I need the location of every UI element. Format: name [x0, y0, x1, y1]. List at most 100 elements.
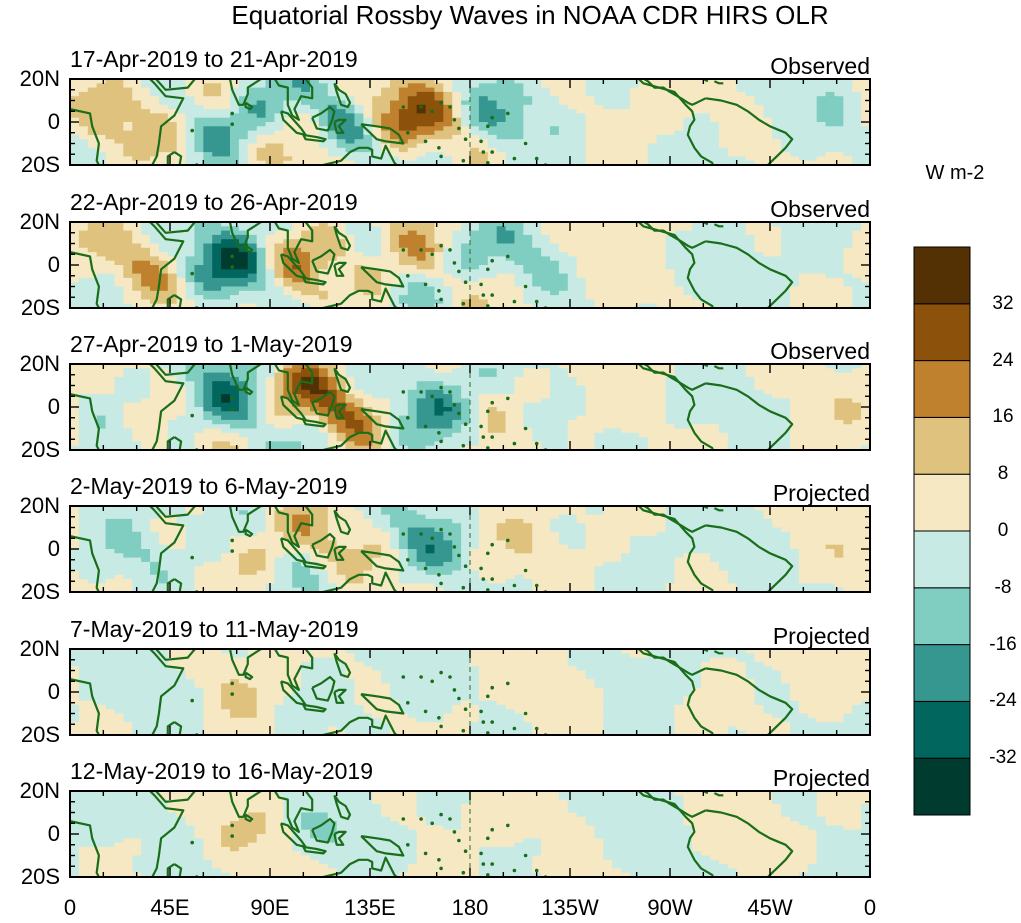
panel1-cell: [558, 91, 569, 97]
panel2-cell: [434, 226, 444, 231]
panel3-cell: [772, 407, 782, 412]
panel3-cell: [781, 372, 791, 378]
panel2-cell: [647, 277, 658, 283]
panel3-cell: [496, 415, 506, 421]
panel2-cell: [621, 282, 631, 287]
panel1-cell: [541, 134, 551, 140]
panel1-cell: [825, 83, 835, 88]
panel1-cell: [825, 152, 835, 157]
panel2-cell: [638, 260, 649, 266]
panel1-cell: [807, 96, 818, 101]
panel2-cell: [203, 234, 213, 240]
panel3-cell: [265, 372, 275, 378]
panel1-cell: [176, 152, 186, 157]
panel2-cell: [541, 239, 551, 244]
panel2-cell: [487, 286, 498, 292]
panel2-cell: [647, 273, 658, 279]
panel3-cell: [834, 385, 844, 391]
panel2-cell: [265, 295, 275, 300]
panel2-cell: [745, 269, 755, 274]
panel1-cell: [603, 126, 613, 131]
panel3-cell: [816, 376, 826, 382]
panel1-cell: [318, 152, 329, 157]
panel2-cell: [763, 273, 773, 279]
panel3-cell: [674, 402, 684, 408]
panel2-cell: [710, 265, 720, 270]
panel3-cell: [256, 411, 266, 416]
panel2-cell: [336, 230, 346, 236]
panel1-cell: [674, 79, 684, 84]
panel1-cell: [852, 147, 862, 153]
panel1-cell: [114, 91, 124, 97]
panel1-cell: [318, 96, 329, 101]
panel2-cell: [203, 295, 213, 300]
panel1-cell: [407, 96, 418, 101]
panel1-cell: [398, 126, 409, 131]
panel3-cell: [496, 389, 506, 395]
panel2-cell: [167, 303, 178, 308]
panel1-cell: [221, 104, 231, 110]
panel2-cell: [247, 243, 258, 249]
panel1-cell: [638, 139, 649, 144]
panel3-cell: [461, 411, 471, 416]
panel2-cell: [514, 226, 524, 231]
panel3-cell: [158, 385, 169, 391]
panel1-cell: [505, 130, 515, 136]
panel2-cell: [861, 299, 870, 305]
panel3-cell: [292, 368, 302, 373]
panel3-cell: [736, 385, 746, 391]
panel1-cell: [230, 117, 240, 123]
panel1-cell: [496, 104, 506, 110]
panel3-cell: [718, 402, 729, 408]
panel1-cell: [763, 130, 773, 136]
panel3-cell: [825, 411, 835, 416]
panel2-cell: [390, 234, 400, 240]
panel2-cell: [674, 269, 684, 274]
panel2-cell: [345, 260, 355, 266]
panel2-cell: [452, 256, 462, 262]
panel3-cell: [230, 415, 240, 421]
panel2-cell: [745, 260, 755, 266]
panel1-cell: [692, 130, 702, 136]
panel1-cell: [710, 113, 720, 119]
panel3-cell: [790, 368, 800, 373]
panel1-cell: [852, 122, 862, 127]
panel2-cell: [141, 230, 151, 236]
panel2-cell: [185, 269, 195, 274]
panel1-cell: [407, 79, 418, 84]
panel3-cell: [558, 368, 569, 373]
panel2-cell: [434, 299, 444, 305]
panel3-cell: [692, 398, 702, 404]
panel1-cell: [487, 156, 498, 162]
panel3-cell: [825, 398, 835, 404]
panel2-cell: [763, 260, 773, 266]
panel2-cell: [638, 282, 649, 287]
panel1-cell: [656, 104, 666, 110]
panel1-cell: [443, 100, 453, 106]
panel2-cell: [256, 252, 266, 257]
panel1-cell: [567, 113, 578, 119]
panel3-cell: [212, 411, 222, 416]
panel3-cell: [594, 411, 604, 416]
panel1-cell: [496, 126, 506, 131]
panel1-cell: [470, 130, 480, 136]
panel1-cell: [238, 113, 249, 119]
panel1-cell: [523, 139, 533, 144]
panel1-cell: [398, 83, 409, 88]
panel1-cell: [247, 160, 258, 165]
panel1-cell: [114, 109, 124, 114]
panel1-cell: [265, 126, 275, 131]
panel3-cell: [416, 415, 426, 421]
panel1-cell: [674, 156, 684, 162]
panel1-cell: [247, 147, 258, 153]
panel3-cell: [496, 411, 506, 416]
panel2-cell: [114, 239, 124, 244]
panel2-cell: [727, 299, 738, 305]
panel1-cell: [647, 152, 658, 157]
panel1-cell: [132, 139, 142, 144]
panel1-cell: [141, 130, 151, 136]
panel1-cell: [381, 109, 391, 114]
panel1-cell: [718, 156, 729, 162]
panel2-cell: [194, 256, 204, 262]
panel2-cell: [621, 299, 631, 305]
